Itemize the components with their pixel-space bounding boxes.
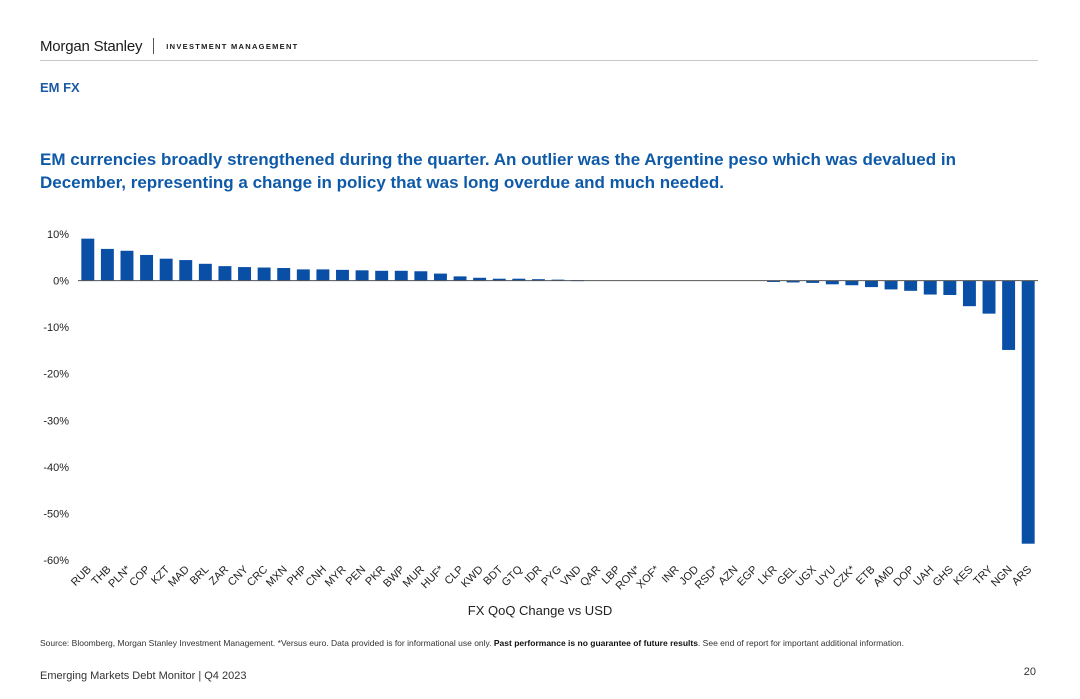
y-tick-label: -50%: [43, 508, 69, 520]
brand-logo: Morgan Stanley: [40, 37, 143, 55]
bar-crc: [257, 267, 271, 281]
y-tick-label: -10%: [43, 322, 69, 334]
x-tick-label: DOP: [891, 564, 916, 589]
bar-ngn: [1002, 280, 1016, 350]
header: Morgan Stanley INVESTMENT MANAGEMENT: [40, 36, 299, 56]
bar-clp: [453, 276, 467, 281]
y-tick-label: -30%: [43, 415, 69, 427]
x-tick-label: CZK*: [831, 563, 859, 591]
bar-uah: [923, 280, 937, 295]
bar-zar: [218, 266, 232, 281]
bar-try: [982, 280, 996, 314]
bar-czk: [845, 280, 859, 286]
bar-mad: [179, 260, 193, 281]
x-tick-label: UGX: [793, 563, 819, 589]
x-tick-label: AZN: [716, 564, 740, 588]
bar-kzt: [159, 258, 173, 281]
bar-pen: [355, 270, 369, 281]
x-tick-label: KWD: [459, 564, 486, 591]
bar-etb: [865, 280, 878, 288]
x-tick-label: MAD: [166, 564, 192, 590]
bar-bdt: [492, 278, 506, 281]
page-number: 20: [1023, 666, 1036, 678]
bar-kwd: [473, 277, 487, 281]
headline: EM currencies broadly strengthened durin…: [40, 150, 956, 192]
y-tick-label: 10%: [47, 229, 69, 241]
bar-uyu: [825, 280, 839, 285]
x-tick-label: CRC: [245, 564, 270, 589]
header-rule: [40, 60, 1038, 61]
x-tick-label: COP: [127, 564, 152, 589]
bar-thb: [100, 248, 114, 281]
bar-ugx: [806, 280, 820, 283]
y-axis: 10% 0% -10% -20% -30% -40% -50% -60%: [43, 229, 69, 567]
bar-amd: [884, 280, 898, 290]
x-tick-label: MYR: [323, 564, 349, 590]
x-tick-label: CNY: [226, 563, 251, 588]
bar-chart: 10% 0% -10% -20% -30% -40% -50% -60% RUBTHBPLN*…: [43, 229, 1038, 618]
x-tick-label: CNH: [304, 564, 329, 589]
x-tick-label: PLN*: [106, 563, 133, 590]
y-tick-label: -60%: [43, 555, 69, 567]
y-tick-label: -20%: [43, 369, 69, 381]
bar-ghs: [943, 280, 957, 296]
y-tick-label: 0%: [53, 276, 69, 288]
brand-divider: [153, 38, 155, 54]
x-tick-label: LKR: [756, 564, 780, 588]
bar-php: [296, 269, 310, 281]
x-tick-label: MXN: [264, 564, 290, 590]
x-tick-label: BRL: [188, 564, 212, 588]
bar-brl: [198, 263, 212, 281]
x-axis-labels: RUBTHBPLN*COPKZTMADBRLZARCNYCRCMXNPHPCNH…: [69, 563, 1034, 592]
bar-cop: [140, 254, 154, 281]
bar-cnh: [316, 269, 330, 281]
x-tick-label: EGP: [735, 564, 760, 589]
source-note: Source: Bloomberg, Morgan Stanley Invest…: [40, 638, 904, 648]
x-tick-label: KES: [951, 564, 975, 588]
source-prefix: Source: Bloomberg, Morgan Stanley Invest…: [40, 638, 494, 648]
bar-kes: [962, 280, 976, 307]
bar-pln: [120, 250, 134, 281]
x-tick-label: INR: [660, 564, 682, 586]
x-tick-label: GTQ: [500, 563, 526, 589]
x-tick-label: ARS: [1010, 564, 1034, 588]
x-tick-label: XOF*: [635, 563, 663, 591]
bar-gtq: [512, 278, 526, 281]
x-tick-label: AMD: [871, 564, 897, 590]
bar-gel: [786, 280, 800, 283]
bar-ars: [1021, 280, 1035, 544]
y-tick-label: -40%: [43, 462, 69, 474]
x-axis-title: FX QoQ Change vs USD: [468, 603, 613, 618]
source-suffix: . See end of report for important additi…: [697, 638, 904, 648]
bar-bwp: [394, 270, 408, 281]
x-tick-label: BWP: [381, 564, 407, 590]
x-tick-label: PEN: [344, 564, 369, 589]
x-tick-label: PYG: [539, 564, 564, 589]
division-name: INVESTMENT MANAGEMENT: [166, 41, 299, 51]
x-tick-label: NGN: [989, 564, 1015, 590]
section-title: EM FX: [40, 80, 80, 95]
bars: [81, 238, 1035, 544]
x-tick-label: GHS: [931, 564, 956, 589]
bar-mxn: [277, 267, 291, 281]
bar-cny: [238, 267, 251, 281]
footer-report-title: Emerging Markets Debt Monitor | Q4 2023: [40, 670, 247, 682]
bar-idr: [531, 279, 545, 281]
bar-huf: [433, 273, 447, 281]
bar-pkr: [375, 270, 389, 281]
x-tick-label: QAR: [578, 564, 603, 589]
x-tick-label: PHP: [285, 564, 309, 588]
x-tick-label: UAH: [911, 564, 936, 589]
source-disclaimer: Past performance is no guarantee of futu…: [493, 638, 698, 648]
x-tick-label: GEL: [775, 564, 799, 588]
bar-dop: [904, 280, 918, 291]
x-tick-label: ZAR: [207, 564, 231, 588]
bar-lkr: [767, 280, 780, 282]
x-tick-label: RUB: [69, 564, 94, 589]
bar-rub: [81, 238, 95, 281]
x-tick-label: VND: [559, 564, 584, 589]
bar-mur: [414, 271, 428, 281]
bar-myr: [336, 269, 349, 281]
